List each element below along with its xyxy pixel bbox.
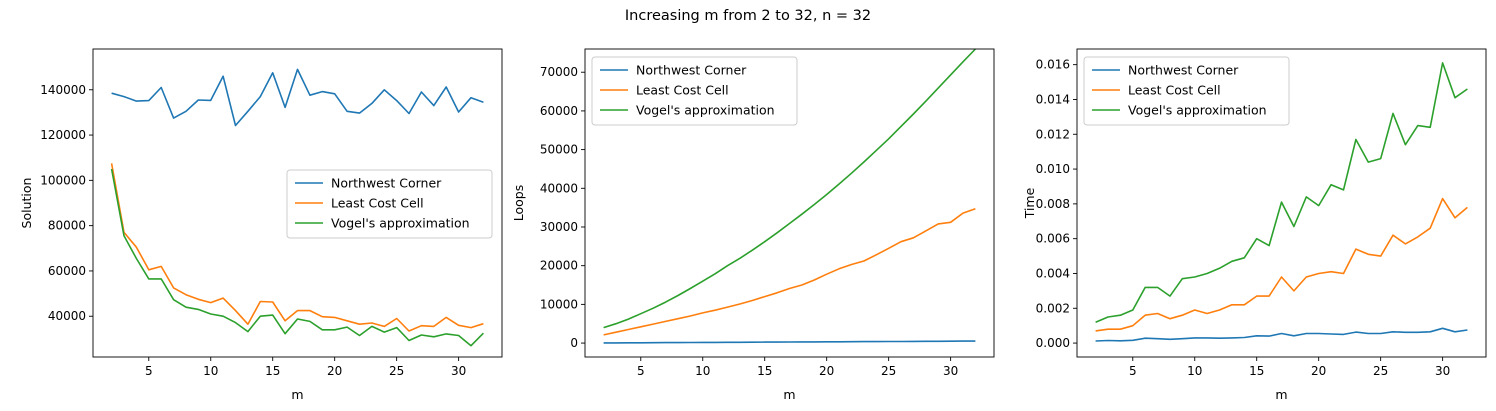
y-tick-label: 40000 — [48, 309, 86, 323]
series-line-1 — [1095, 327, 1468, 342]
y-axis-label: Solution — [19, 178, 34, 229]
y-tick-label: 10000 — [540, 297, 578, 311]
plot-frame — [1076, 48, 1487, 358]
x-tick-label: 25 — [881, 364, 896, 378]
y-tick-label: 120000 — [40, 128, 86, 142]
series-line-3 — [110, 168, 484, 347]
legend-label: Least Cost Cell — [636, 83, 729, 98]
y-tick-label: 0.004 — [1036, 266, 1070, 280]
y-tick-label: 0.002 — [1036, 301, 1070, 315]
legend-label: Least Cost Cell — [331, 196, 424, 211]
x-tick-label: 25 — [389, 364, 404, 378]
x-axis-label: m — [1275, 387, 1287, 402]
y-tick-label: 80000 — [48, 219, 86, 233]
legend-label: Northwest Corner — [1128, 63, 1239, 78]
x-tick-label: 5 — [637, 364, 645, 378]
series-line-2 — [603, 208, 976, 336]
x-axis-label: m — [291, 387, 303, 402]
legend: Northwest Corner Least Cost Cell Vogel's a… — [286, 169, 493, 239]
x-tick-label: 15 — [1249, 364, 1264, 378]
legend-label: Least Cost Cell — [1128, 83, 1221, 98]
legend-box — [1083, 56, 1290, 126]
y-axis-label: Time — [1022, 187, 1037, 219]
y-tick-label: 0.006 — [1036, 232, 1070, 246]
legend: Northwest Corner Least Cost Cell Vogel's a… — [591, 56, 798, 126]
subplot-1: 5 10 15 20 25 30 40000 60000 80000 100000 120000 14… — [19, 48, 503, 402]
series-line-2 — [110, 163, 484, 332]
y-tick-label: 0.010 — [1036, 162, 1070, 176]
x-tick-label: 10 — [203, 364, 218, 378]
y-axis-label: Loops — [511, 185, 526, 222]
y-tick-label: 0 — [570, 336, 578, 350]
figure-title: Increasing m from 2 to 32, n = 32 — [624, 8, 872, 24]
x-tick-label: 5 — [1129, 364, 1137, 378]
legend-label: Vogel's approximation — [1128, 103, 1267, 118]
y-tick-label: 20000 — [540, 259, 578, 273]
y-tick-label: 50000 — [540, 143, 578, 157]
y-tick-label: 0.000 — [1036, 336, 1070, 350]
series-line-2 — [1095, 197, 1468, 332]
x-tick-label: 25 — [1373, 364, 1388, 378]
legend-label: Northwest Corner — [331, 176, 442, 191]
x-tick-label: 20 — [1311, 364, 1326, 378]
series-line-3 — [1095, 62, 1468, 323]
x-tick-label: 10 — [695, 364, 710, 378]
x-tick-label: 5 — [145, 364, 153, 378]
y-tick-label: 70000 — [540, 65, 578, 79]
y-tick-label: 0.008 — [1036, 197, 1070, 211]
series-line-1 — [111, 68, 484, 127]
series-line-1 — [603, 340, 976, 344]
x-tick-label: 20 — [327, 364, 342, 378]
y-tick-label: 60000 — [540, 104, 578, 118]
x-tick-label: 20 — [819, 364, 834, 378]
legend: Northwest Corner Least Cost Cell Vogel's a… — [1083, 56, 1290, 126]
legend-label: Vogel's approximation — [331, 216, 470, 231]
legend-label: Northwest Corner — [636, 63, 747, 78]
y-tick-label: 0.014 — [1036, 92, 1070, 106]
y-tick-label: 0.012 — [1036, 127, 1070, 141]
y-tick-label: 30000 — [540, 220, 578, 234]
y-tick-label: 60000 — [48, 264, 86, 278]
series-line-3 — [603, 48, 976, 329]
legend-label: Vogel's approximation — [636, 103, 775, 118]
x-axis-label: m — [783, 387, 795, 402]
x-tick-label: 15 — [265, 364, 280, 378]
plot-frame — [92, 48, 503, 358]
y-tick-label: 0.016 — [1036, 58, 1070, 72]
x-tick-label: 30 — [451, 364, 466, 378]
subplot-2: 5 10 15 20 25 30 0 10000 20000 30000 40000 50000 600… — [511, 48, 995, 402]
x-tick-label: 30 — [1435, 364, 1450, 378]
y-tick-label: 100000 — [40, 173, 86, 187]
y-tick-label: 140000 — [40, 83, 86, 97]
y-tick-label: 40000 — [540, 181, 578, 195]
x-tick-label: 15 — [757, 364, 772, 378]
x-tick-label: 10 — [1187, 364, 1202, 378]
x-tick-label: 30 — [943, 364, 958, 378]
plot-frame — [584, 48, 995, 358]
legend-box — [591, 56, 798, 126]
subplot-3: 5 10 15 20 25 30 0.000 0.002 0.004 0.006 0.008 0.01… — [1022, 48, 1487, 402]
legend-box — [286, 169, 493, 239]
